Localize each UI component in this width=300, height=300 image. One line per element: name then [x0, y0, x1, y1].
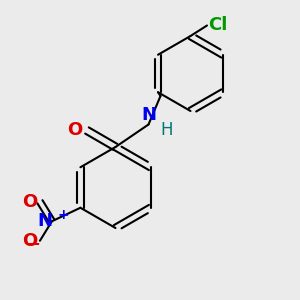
Text: −: − — [26, 234, 40, 252]
Text: N: N — [38, 212, 53, 230]
Text: O: O — [22, 232, 38, 250]
Text: H: H — [160, 121, 172, 139]
Text: O: O — [67, 122, 83, 140]
Text: O: O — [22, 193, 38, 211]
Text: Cl: Cl — [208, 16, 228, 34]
Text: +: + — [57, 208, 69, 222]
Text: N: N — [141, 106, 156, 124]
